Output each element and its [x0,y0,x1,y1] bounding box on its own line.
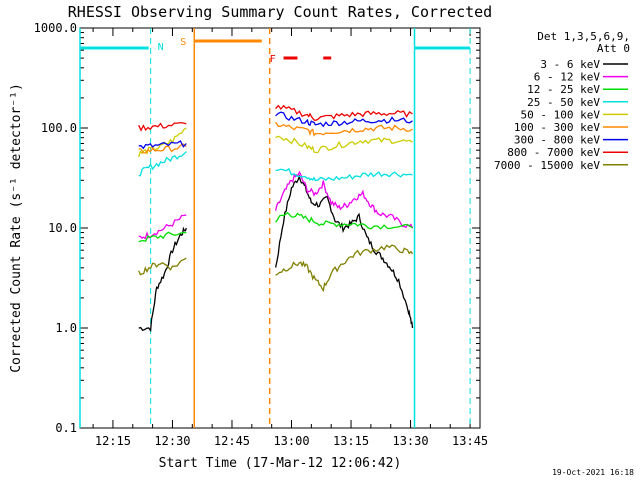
series-line [138,231,187,243]
x-tick-label: 12:30 [154,434,190,448]
y-tick-label: 1.0 [55,321,77,335]
y-tick-label: 100.0 [41,121,77,135]
series-line [138,214,187,240]
series-line [275,211,413,230]
night-flag-label: N [158,42,164,53]
series-line [274,174,414,329]
y-tick-label: 1000.0 [34,21,77,35]
legend-entry-label: 100 - 300 keV [514,121,600,134]
saa-flag-label: S [180,37,186,48]
series-line [138,143,187,154]
series-line [274,170,414,229]
legend-subtitle: Att 0 [597,42,630,55]
x-tick-label: 13:45 [452,434,488,448]
x-tick-label: 13:00 [273,434,309,448]
legend-entry-label: 50 - 100 keV [521,108,601,121]
series-line [275,104,413,122]
x-tick-label: 13:30 [392,434,428,448]
x-tick-label: 12:45 [214,434,250,448]
timestamp: 19-Oct-2021 16:18 [552,468,634,477]
series-line [138,140,187,150]
legend-entry-label: 800 - 7000 keV [507,146,600,159]
series-line [275,121,413,137]
legend-entry-label: 25 - 50 keV [527,96,600,109]
flare-flag-label: F [270,54,276,65]
series-line [138,151,187,177]
legend-entry-label: 6 - 12 keV [534,71,601,84]
x-axis-label: Start Time (17-Mar-12 12:06:42) [159,456,402,471]
plot-area: 0.1 1.0 10.0 100.0 1000.0 12:15 12:30 12:45 13:0… [34,21,489,448]
x-tick-label: 13:15 [333,434,369,448]
legend-entry-label: 3 - 6 keV [540,58,600,71]
chart-title: RHESSI Observing Summary Count Rates, Co… [68,3,492,21]
legend-entry-label: 7000 - 15000 keV [494,159,600,172]
series-line [275,111,413,128]
series-line [138,226,187,333]
y-tick-label: 0.1 [55,421,77,435]
series-line [275,135,413,154]
x-tick-label: 12:15 [95,434,131,448]
series-line [275,244,414,293]
y-axis-label: Corrected Count Rate (s⁻¹ detector⁻¹) [9,83,24,373]
legend-entry-label: 12 - 25 keV [527,83,600,96]
legend-title: Det 1,3,5,6,9, [537,30,630,43]
y-tick-label: 10.0 [48,221,77,235]
plot-frame [79,27,481,429]
series-line [275,167,413,182]
series-line [138,257,187,276]
series-line [138,121,187,132]
legend-entry-label: 300 - 800 keV [514,134,600,147]
